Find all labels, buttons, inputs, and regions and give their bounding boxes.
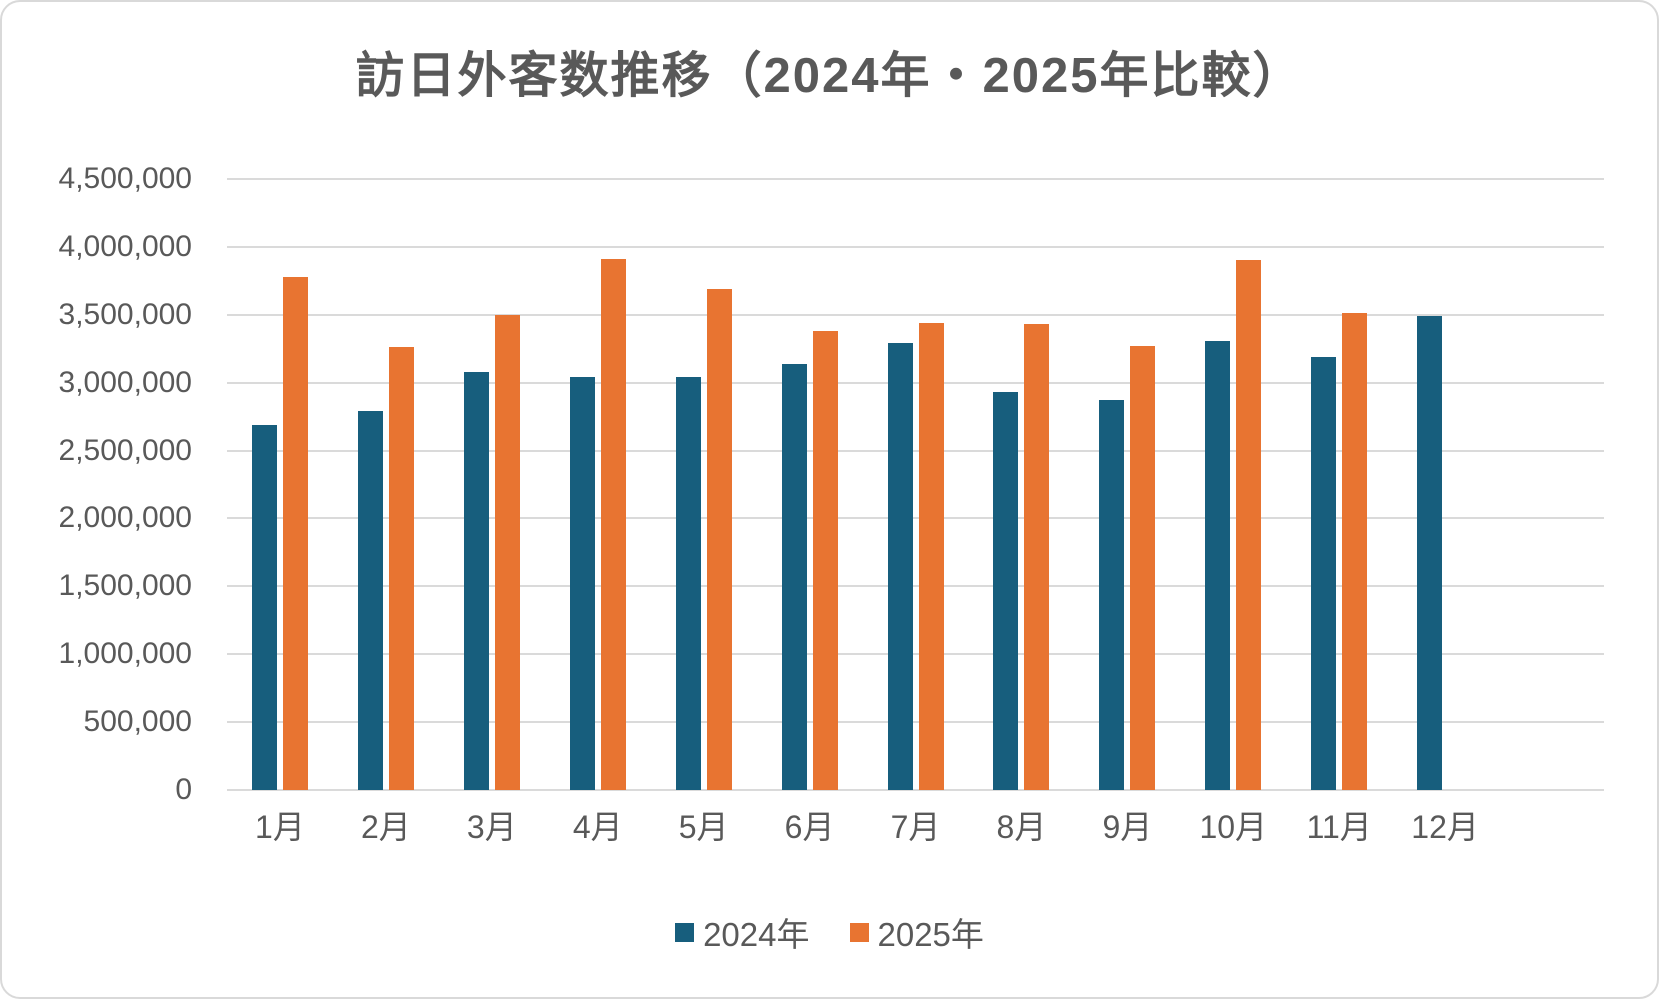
bar-2025年-2月 [388, 347, 414, 790]
legend-label: 2024年 [703, 916, 810, 953]
gridline [227, 721, 1604, 724]
x-axis-tick-label: 9月 [1102, 809, 1153, 845]
bar-2025年-6月 [812, 331, 838, 790]
legend-swatch-icon [849, 922, 869, 942]
gridline [227, 585, 1604, 588]
chart-legend: 2024年 2025年 [2, 908, 1657, 956]
bar-2025年-3月 [494, 314, 520, 790]
bar-2024年-3月 [463, 371, 489, 790]
legend-swatch-icon [675, 922, 695, 942]
bar-2025年-11月 [1342, 313, 1368, 790]
bar-2025年-7月 [918, 322, 944, 790]
y-axis-tick-label: 4,500,000 [58, 162, 192, 195]
legend-item-2025年: 2025年 [849, 908, 984, 956]
x-axis-tick-label: 5月 [678, 809, 729, 845]
gridline [227, 449, 1604, 452]
gridline [227, 789, 1604, 791]
bar-2024年-4月 [569, 377, 595, 790]
bar-2025年-5月 [706, 288, 732, 790]
x-axis-tick-label: 12月 [1411, 809, 1479, 845]
legend-item-2024年: 2024年 [675, 908, 810, 956]
y-axis-tick-label: 4,000,000 [58, 229, 192, 263]
y-axis-tick-label: 0 [175, 773, 192, 806]
x-axis-tick-label: 11月 [1306, 809, 1372, 845]
y-axis-tick-label: 2,500,000 [58, 433, 192, 467]
legend-label: 2025年 [877, 916, 984, 953]
gridline [227, 653, 1604, 656]
x-axis-tick-label: 4月 [572, 809, 623, 845]
chart-title: 訪日外客数推移（2024年・2025年比較） [355, 49, 1304, 103]
gridline [227, 381, 1604, 384]
plot-area [227, 178, 1604, 791]
x-axis-tick-label: 1月 [255, 809, 305, 845]
gridline [227, 517, 1604, 520]
y-axis-tick-label: 3,500,000 [58, 297, 192, 331]
bar-2025年-10月 [1236, 260, 1262, 790]
bar-2024年-7月 [887, 343, 913, 790]
y-axis-tick-label: 500,000 [83, 705, 192, 739]
gridline [227, 313, 1604, 316]
bar-2024年-1月 [251, 424, 277, 790]
bar-2024年-10月 [1205, 340, 1231, 790]
x-axis-tick-label: 3月 [466, 809, 517, 845]
gridline [227, 178, 1604, 180]
bar-2025年-9月 [1130, 346, 1156, 790]
y-axis-tick-label: 2,000,000 [58, 501, 192, 535]
x-axis-tick-label: 2月 [360, 809, 411, 845]
x-axis-tick-label: 8月 [996, 809, 1047, 845]
y-axis-tick-label: 3,000,000 [58, 365, 192, 399]
y-axis-tick-label: 1,000,000 [58, 637, 192, 671]
bar-2024年-5月 [675, 377, 701, 790]
bar-2024年-11月 [1311, 356, 1337, 790]
bar-2025年-4月 [600, 259, 626, 790]
x-axis-tick-label: 7月 [890, 809, 941, 845]
bar-2025年-1月 [282, 276, 308, 790]
bar-2024年-12月 [1417, 316, 1443, 790]
x-axis-tick-label: 10月 [1199, 809, 1268, 845]
gridline [227, 245, 1604, 248]
x-axis-tick-label: 6月 [784, 809, 835, 845]
bar-2024年-2月 [357, 411, 383, 790]
bar-2024年-8月 [993, 392, 1019, 790]
bar-2024年-6月 [781, 363, 807, 790]
bar-2025年-8月 [1024, 324, 1050, 790]
y-axis-tick-label: 1,500,000 [58, 569, 192, 603]
bar-2024年-9月 [1099, 400, 1125, 790]
